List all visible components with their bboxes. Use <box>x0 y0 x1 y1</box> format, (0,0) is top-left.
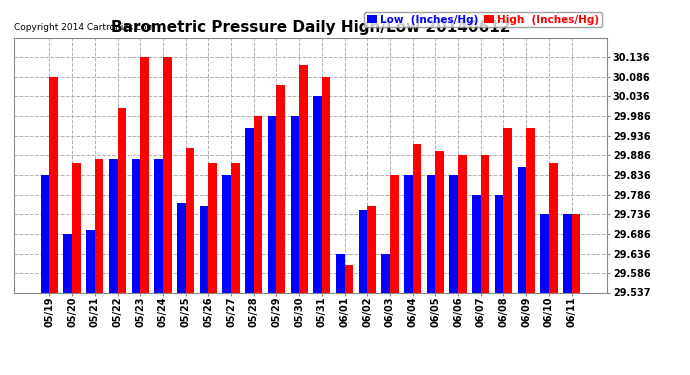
Text: Copyright 2014 Cartronics.com: Copyright 2014 Cartronics.com <box>14 23 155 32</box>
Legend: Low  (Inches/Hg), High  (Inches/Hg): Low (Inches/Hg), High (Inches/Hg) <box>364 12 602 27</box>
Bar <box>458 155 466 292</box>
Bar <box>322 77 331 292</box>
Bar <box>86 230 95 292</box>
Bar <box>254 116 262 292</box>
Bar <box>435 152 444 292</box>
Bar <box>344 266 353 292</box>
Bar <box>222 175 231 292</box>
Bar <box>199 207 208 292</box>
Bar <box>268 116 277 292</box>
Bar <box>495 195 504 292</box>
Bar <box>155 159 163 292</box>
Bar <box>518 167 526 292</box>
Bar <box>526 128 535 292</box>
Bar <box>299 65 308 292</box>
Bar <box>95 159 103 292</box>
Bar <box>481 155 489 292</box>
Bar <box>117 108 126 292</box>
Bar <box>449 175 458 292</box>
Title: Barometric Pressure Daily High/Low 20140612: Barometric Pressure Daily High/Low 20140… <box>111 20 510 35</box>
Bar <box>313 96 322 292</box>
Bar <box>540 214 549 292</box>
Bar <box>336 254 344 292</box>
Bar <box>208 163 217 292</box>
Bar <box>290 116 299 292</box>
Bar <box>382 254 390 292</box>
Bar <box>132 159 140 292</box>
Bar <box>72 163 81 292</box>
Bar <box>109 159 117 292</box>
Bar <box>177 202 186 292</box>
Bar <box>472 195 481 292</box>
Bar <box>367 207 376 292</box>
Bar <box>140 57 149 292</box>
Bar <box>50 77 58 292</box>
Bar <box>359 210 367 292</box>
Bar <box>413 144 422 292</box>
Bar <box>426 175 435 292</box>
Bar <box>571 214 580 292</box>
Bar <box>549 163 558 292</box>
Bar <box>41 175 50 292</box>
Bar <box>563 214 571 292</box>
Bar <box>245 128 254 292</box>
Bar <box>186 147 195 292</box>
Bar <box>504 128 512 292</box>
Bar <box>63 234 72 292</box>
Bar <box>404 175 413 292</box>
Bar <box>390 175 399 292</box>
Bar <box>277 85 285 292</box>
Bar <box>163 57 172 292</box>
Bar <box>231 163 239 292</box>
